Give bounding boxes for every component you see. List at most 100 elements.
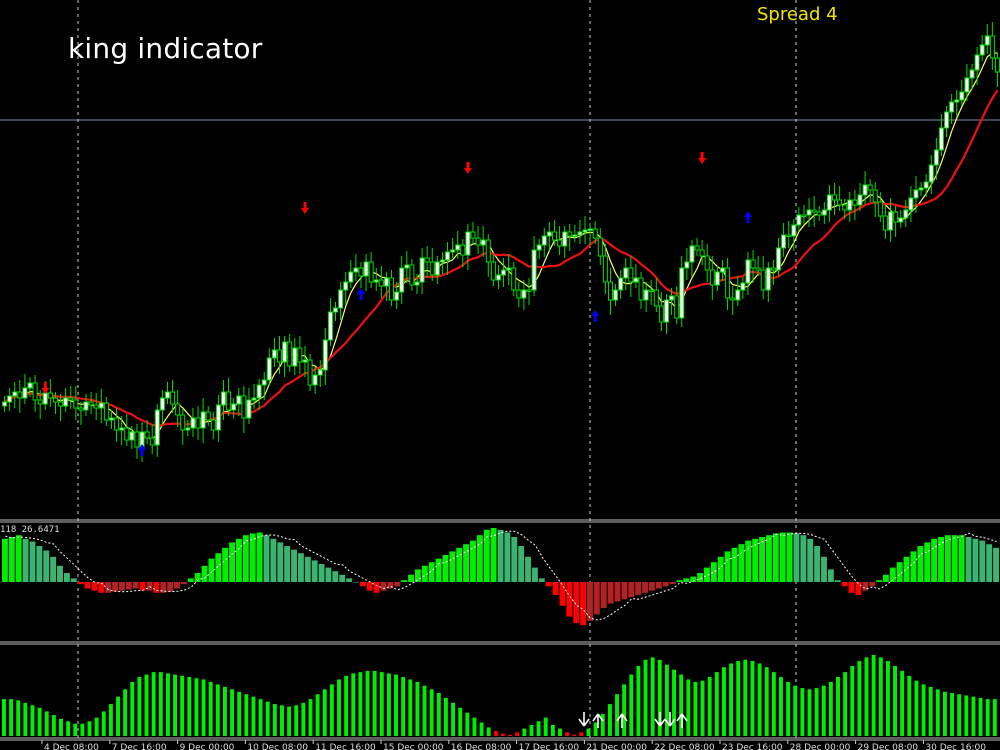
histogram-bar <box>871 654 876 736</box>
histogram-bar <box>586 728 591 736</box>
candle-body <box>445 251 451 261</box>
histogram-bar <box>451 702 456 736</box>
candle <box>959 80 965 106</box>
histogram-bar <box>87 721 92 736</box>
candle-body <box>918 187 924 191</box>
buy-arrow-icon <box>591 310 600 322</box>
candle-body <box>669 295 675 301</box>
histogram-bar <box>30 705 35 736</box>
sell-arrow-icon <box>41 382 50 394</box>
oscillator-bar <box>91 582 98 591</box>
oscillator-bar <box>518 546 525 582</box>
up-arrow-icon <box>616 713 628 728</box>
candle <box>383 272 389 301</box>
candle-body <box>546 231 552 237</box>
oscillator-bar <box>869 582 876 587</box>
histogram-bar <box>600 713 605 736</box>
histogram-bar <box>543 717 548 736</box>
down-arrow-icon <box>664 712 676 727</box>
candle <box>888 198 894 242</box>
oscillator-bar <box>456 547 463 582</box>
candle-body <box>928 164 934 183</box>
candle <box>495 265 501 289</box>
oscillator-bar <box>759 537 765 582</box>
histogram-bar <box>615 694 619 736</box>
histogram-bar <box>308 699 313 736</box>
candle <box>277 336 283 374</box>
candle <box>322 328 328 385</box>
candle-body <box>42 392 48 405</box>
x-tick-label: 17 Dec 16:00 <box>519 743 580 750</box>
histogram-bar <box>265 701 270 736</box>
candle-body <box>460 244 466 256</box>
oscillator-bar <box>525 556 531 582</box>
candle <box>297 336 303 374</box>
candle <box>648 280 654 305</box>
candle-body <box>93 404 99 409</box>
oscillator-bar <box>291 549 297 582</box>
candle <box>801 205 807 224</box>
candle <box>765 262 771 302</box>
candle <box>607 268 613 315</box>
histogram-bar <box>194 678 199 736</box>
candle-body <box>933 149 939 166</box>
candle <box>317 360 323 387</box>
candle <box>837 186 843 211</box>
oscillator-bar <box>160 582 167 593</box>
histogram-bar <box>764 667 769 736</box>
histogram-bar <box>458 707 463 736</box>
candle-body <box>923 181 929 189</box>
candle <box>108 410 114 429</box>
oscillator-bar <box>105 582 112 593</box>
oscillator-bar <box>635 582 642 595</box>
histogram-bar <box>280 705 284 736</box>
candle <box>37 390 43 419</box>
histogram-bar <box>957 694 962 736</box>
candle-body <box>628 267 634 283</box>
candle <box>526 278 532 305</box>
oscillator-bar <box>993 547 999 582</box>
candle-body <box>577 231 583 236</box>
candle <box>740 277 746 299</box>
candle <box>944 106 950 137</box>
oscillator-bar <box>304 556 311 582</box>
oscillator-bar <box>359 582 366 587</box>
candle <box>154 404 160 457</box>
candle-body <box>679 267 685 319</box>
oscillator-bar <box>449 551 456 582</box>
oscillator-bar <box>387 582 394 589</box>
candle-body <box>68 397 74 401</box>
histogram-bar <box>928 686 933 736</box>
histogram-bar <box>436 693 441 736</box>
candle <box>98 389 104 423</box>
candle <box>271 338 277 367</box>
oscillator-bar <box>29 541 36 582</box>
oscillator-bar <box>669 582 676 585</box>
candle-body <box>108 417 114 421</box>
histogram-bar <box>429 689 434 736</box>
oscillator-bar <box>428 562 435 582</box>
candle <box>159 390 165 425</box>
candle-body <box>119 427 125 431</box>
oscillator-bar <box>690 576 697 582</box>
oscillator-bar <box>889 567 896 582</box>
oscillator-bar <box>242 535 249 582</box>
candle <box>811 196 817 227</box>
candle <box>32 375 38 412</box>
candle <box>709 256 715 300</box>
oscillator-bar <box>566 582 573 617</box>
candle <box>266 348 272 386</box>
x-tick-label: 10 Dec 08:00 <box>247 743 308 750</box>
oscillator-bar <box>373 582 380 593</box>
histogram-bar <box>386 673 391 736</box>
candle-body <box>557 239 563 247</box>
oscillator-bar <box>284 546 291 582</box>
candle-body <box>699 249 705 257</box>
candle-body <box>719 267 725 273</box>
candle <box>68 386 74 409</box>
histogram-bar <box>636 665 641 736</box>
candle <box>333 302 339 321</box>
histogram-bar <box>522 728 527 736</box>
